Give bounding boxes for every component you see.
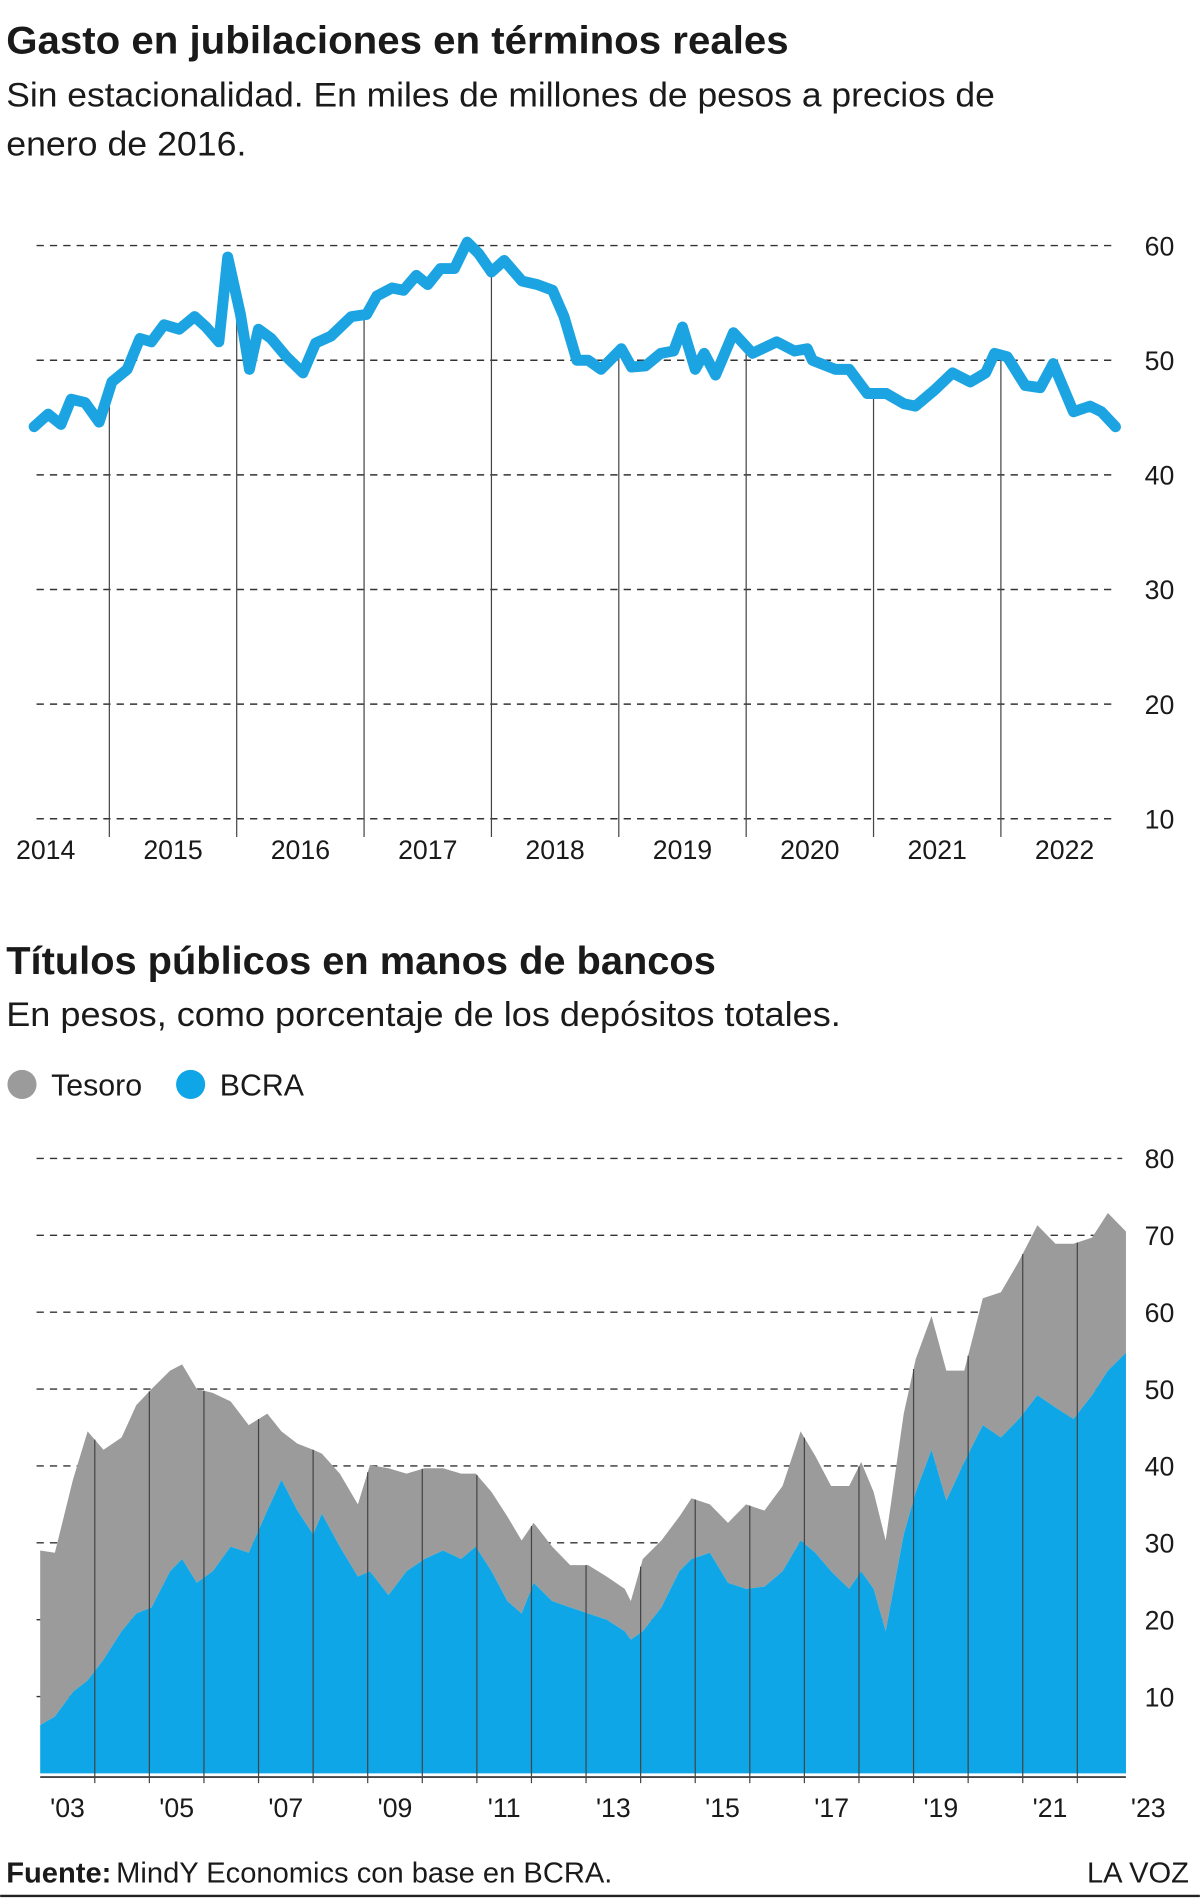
x-tick-label: '05: [159, 1793, 194, 1823]
y-tick-label: 40: [1145, 1452, 1175, 1482]
x-tick-label: 2017: [398, 835, 457, 865]
brand: LA VOZ: [1087, 1858, 1189, 1890]
x-tick-label: '11: [488, 1793, 521, 1823]
y-tick-label: 40: [1145, 461, 1175, 491]
x-tick-label: '19: [923, 1793, 958, 1823]
data-line: [28, 236, 1121, 433]
x-tick-label: 2014: [16, 835, 76, 865]
x-tick-label: 2015: [143, 835, 202, 865]
chart-subtitle: enero de 2016.: [6, 125, 246, 163]
x-tick-label: '13: [596, 1793, 631, 1823]
y-tick-label: 30: [1145, 1529, 1175, 1559]
y-tick-label: 20: [1145, 690, 1175, 720]
source-text: MindY Economics con base en BCRA.: [116, 1858, 612, 1890]
chart-title: Gasto en jubilaciones en términos reales: [6, 19, 788, 62]
y-tick-label: 10: [1145, 1682, 1175, 1712]
y-tick-label: 50: [1145, 1375, 1175, 1405]
y-tick-label: 60: [1145, 231, 1175, 261]
y-tick-label: 30: [1145, 575, 1175, 605]
y-tick-label: 10: [1145, 804, 1175, 834]
x-tick-label: '17: [814, 1793, 849, 1823]
x-tick-label: '03: [50, 1793, 85, 1823]
chart-subtitle: En pesos, como porcentaje de los depósit…: [6, 996, 841, 1034]
x-tick-label: 2020: [780, 835, 839, 865]
x-tick-label: '23: [1131, 1793, 1166, 1823]
source: Fuente: MindY Economics con base en BCRA.: [6, 1858, 612, 1890]
y-tick-label: 60: [1145, 1298, 1175, 1328]
x-tick-label: '21: [1033, 1793, 1068, 1823]
x-tick-label: 2022: [1035, 835, 1094, 865]
x-tick-label: 2018: [525, 835, 584, 865]
legend-swatch: [7, 1069, 37, 1099]
x-tick-label: '07: [268, 1793, 303, 1823]
x-tick-label: 2019: [653, 835, 712, 865]
y-tick-label: 80: [1145, 1144, 1175, 1174]
x-tick-label: '15: [705, 1793, 740, 1823]
x-tick-label: '09: [378, 1793, 413, 1823]
y-tick-label: 20: [1145, 1605, 1175, 1635]
legend-label: BCRA: [220, 1069, 305, 1102]
y-tick-label: 50: [1145, 346, 1175, 376]
legend-label: Tesoro: [51, 1069, 142, 1102]
y-tick-label: 70: [1145, 1221, 1175, 1251]
x-tick-label: 2016: [271, 835, 330, 865]
area: [40, 1213, 1126, 1726]
area: [40, 1352, 1126, 1774]
chart-subtitle: Sin estacionalidad. En miles de millones…: [6, 77, 995, 115]
source-label: Fuente:: [6, 1858, 111, 1890]
x-tick-label: 2021: [908, 835, 967, 865]
chart-title: Títulos públicos en manos de bancos: [6, 940, 716, 983]
legend-swatch: [176, 1069, 206, 1099]
